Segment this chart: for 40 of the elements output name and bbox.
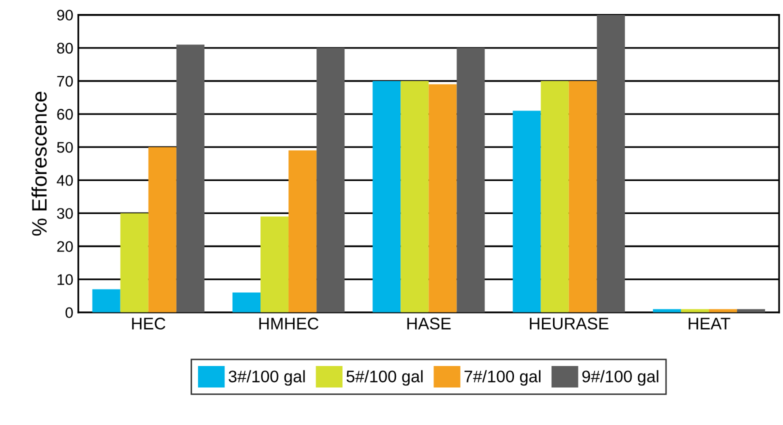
y-axis-title: % Efforescence [31, 92, 47, 236]
bar [372, 80, 401, 312]
y-tick-label: 70 [57, 76, 73, 87]
x-tick-label: HEAT [688, 318, 730, 330]
bar [680, 309, 710, 312]
bar [568, 80, 597, 312]
y-tick-label: 50 [57, 142, 73, 153]
x-tick-label: HEURASE [530, 318, 608, 330]
x-tick-label: HASE [407, 318, 451, 330]
legend-label: 9#/100 gal [582, 370, 658, 386]
legend-label: 3#/100 gal [228, 370, 305, 386]
bar [709, 309, 738, 312]
bar [400, 80, 429, 312]
bar [176, 44, 204, 312]
y-tick-label: 30 [57, 208, 73, 219]
bar [120, 213, 148, 312]
bar [148, 147, 176, 312]
y-tick-label: 90 [57, 10, 73, 21]
bar [288, 150, 317, 312]
bar [92, 289, 120, 312]
bar [737, 309, 766, 312]
y-tick-label: 0 [66, 307, 73, 318]
bar [428, 84, 457, 312]
y-tick-label: 40 [56, 175, 73, 186]
bar [540, 80, 569, 312]
y-tick-label: 80 [57, 42, 73, 54]
legend-label: 7#/100 gal [464, 370, 540, 386]
y-tick-label: 20 [57, 241, 73, 252]
legend-label: 5#/100 gal [346, 370, 423, 386]
x-tick-label: HEC [132, 318, 166, 330]
bar [456, 48, 485, 312]
bar [652, 309, 681, 312]
bar [512, 110, 541, 312]
bar [260, 216, 289, 312]
bar [316, 48, 345, 312]
bar [596, 14, 625, 312]
x-tick-label: HMHEC [259, 318, 318, 330]
bar [232, 292, 261, 312]
y-tick-label: 60 [57, 108, 73, 120]
y-tick-label: 10 [58, 274, 73, 286]
